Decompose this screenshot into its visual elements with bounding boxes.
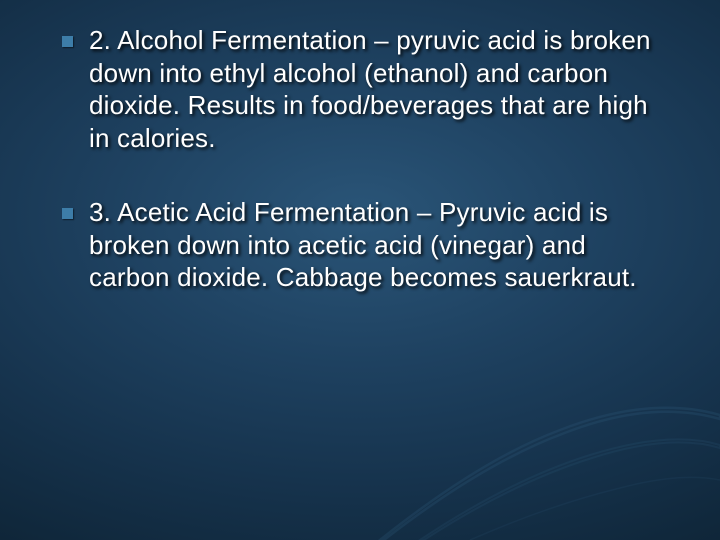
slide-container: 2. Alcohol Fermentation – pyruvic acid i… (0, 0, 720, 540)
bullet-item: 2. Alcohol Fermentation – pyruvic acid i… (62, 24, 658, 154)
bullet-marker-icon (62, 208, 73, 219)
bullet-item: 3. Acetic Acid Fermentation – Pyruvic ac… (62, 196, 658, 294)
content-area: 2. Alcohol Fermentation – pyruvic acid i… (62, 24, 658, 294)
bullet-marker-icon (62, 36, 73, 47)
decorative-swoosh (360, 280, 720, 540)
bullet-text: 2. Alcohol Fermentation – pyruvic acid i… (89, 24, 658, 154)
bullet-text: 3. Acetic Acid Fermentation – Pyruvic ac… (89, 196, 658, 294)
